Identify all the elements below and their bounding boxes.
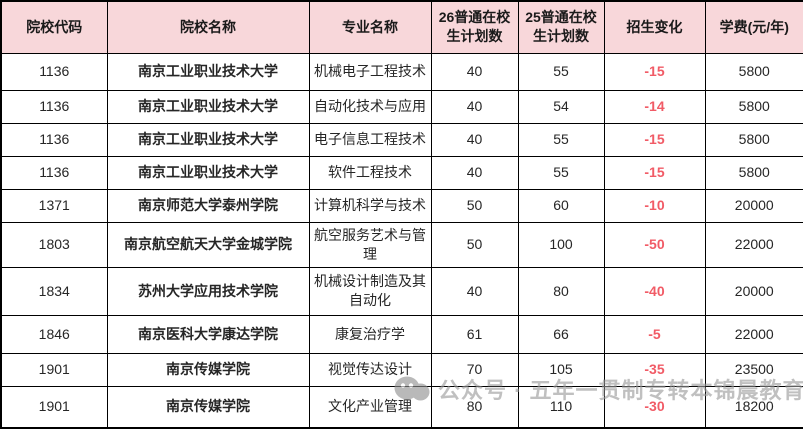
major-name-cell: 康复治疗学 bbox=[308, 314, 432, 354]
major-name-cell: 电子信息工程技术 bbox=[308, 122, 432, 157]
plan-25-cell: 60 bbox=[517, 188, 605, 223]
column-header-2: 专业名称 bbox=[308, 0, 432, 54]
plan-25-cell: 100 bbox=[517, 221, 605, 268]
enrollment-change-cell: -30 bbox=[603, 385, 706, 429]
enrollment-change-cell: -15 bbox=[603, 155, 706, 190]
plan-25-cell: 55 bbox=[517, 52, 605, 91]
enrollment-change-cell: -15 bbox=[603, 122, 706, 157]
column-header-1: 院校名称 bbox=[106, 0, 310, 54]
plan-26-cell: 80 bbox=[430, 385, 519, 429]
enrollment-change-cell: -35 bbox=[603, 352, 706, 387]
college-name-cell: 南京传媒学院 bbox=[106, 352, 310, 387]
college-code-cell: 1901 bbox=[0, 352, 108, 387]
plan-25-cell: 105 bbox=[517, 352, 605, 387]
plan-26-cell: 40 bbox=[430, 122, 519, 157]
college-code-cell: 1136 bbox=[0, 122, 108, 157]
tuition-cell: 5800 bbox=[704, 89, 803, 124]
tuition-cell: 5800 bbox=[704, 52, 803, 91]
college-name-cell: 南京工业职业技术大学 bbox=[106, 155, 310, 190]
enrollment-change-cell: -14 bbox=[603, 89, 706, 124]
plan-26-cell: 40 bbox=[430, 155, 519, 190]
college-name-cell: 南京工业职业技术大学 bbox=[106, 122, 310, 157]
major-name-cell: 机械设计制造及其自动化 bbox=[308, 266, 432, 316]
plan-25-cell: 55 bbox=[517, 155, 605, 190]
tuition-cell: 5800 bbox=[704, 155, 803, 190]
tuition-cell: 20000 bbox=[704, 266, 803, 316]
tuition-cell: 23500 bbox=[704, 352, 803, 387]
college-name-cell: 南京师范大学泰州学院 bbox=[106, 188, 310, 223]
plan-26-cell: 40 bbox=[430, 89, 519, 124]
table-row: 1803 南京航空航天大学金城学院 航空服务艺术与管理 50 100 -50 22000 bbox=[0, 221, 803, 268]
table-row: 1901 南京传媒学院 文化产业管理 80 110 -30 18200 bbox=[0, 385, 803, 429]
major-name-cell: 自动化技术与应用 bbox=[308, 89, 432, 124]
college-code-cell: 1803 bbox=[0, 221, 108, 268]
college-name-cell: 南京航空航天大学金城学院 bbox=[106, 221, 310, 268]
college-name-cell: 南京传媒学院 bbox=[106, 385, 310, 429]
major-name-cell: 软件工程技术 bbox=[308, 155, 432, 190]
college-code-cell: 1136 bbox=[0, 89, 108, 124]
plan-26-cell: 40 bbox=[430, 266, 519, 316]
college-name-cell: 南京工业职业技术大学 bbox=[106, 89, 310, 124]
tuition-cell: 18200 bbox=[704, 385, 803, 429]
college-code-cell: 1846 bbox=[0, 314, 108, 354]
tuition-cell: 5800 bbox=[704, 122, 803, 157]
college-name-cell: 南京工业职业技术大学 bbox=[106, 52, 310, 91]
major-name-cell: 机械电子工程技术 bbox=[308, 52, 432, 91]
plan-26-cell: 61 bbox=[430, 314, 519, 354]
major-name-cell: 航空服务艺术与管理 bbox=[308, 221, 432, 268]
table-row: 1371 南京师范大学泰州学院 计算机科学与技术 50 60 -10 20000 bbox=[0, 188, 803, 223]
column-header-0: 院校代码 bbox=[0, 0, 108, 54]
table-row: 1136 南京工业职业技术大学 电子信息工程技术 40 55 -15 5800 bbox=[0, 122, 803, 157]
enrollment-change-cell: -5 bbox=[603, 314, 706, 354]
major-name-cell: 计算机科学与技术 bbox=[308, 188, 432, 223]
college-code-cell: 1136 bbox=[0, 155, 108, 190]
major-name-cell: 视觉传达设计 bbox=[308, 352, 432, 387]
table-row: 1136 南京工业职业技术大学 自动化技术与应用 40 54 -14 5800 bbox=[0, 89, 803, 124]
enrollment-change-cell: -10 bbox=[603, 188, 706, 223]
enrollment-change-cell: -50 bbox=[603, 221, 706, 268]
college-name-cell: 苏州大学应用技术学院 bbox=[106, 266, 310, 316]
table-row: 1136 南京工业职业技术大学 软件工程技术 40 55 -15 5800 bbox=[0, 155, 803, 190]
plan-25-cell: 54 bbox=[517, 89, 605, 124]
column-header-4: 25普通在校生计划数 bbox=[517, 0, 605, 54]
plan-25-cell: 55 bbox=[517, 122, 605, 157]
plan-25-cell: 80 bbox=[517, 266, 605, 316]
plan-25-cell: 110 bbox=[517, 385, 605, 429]
table-row: 1846 南京医科大学康达学院 康复治疗学 61 66 -5 22000 bbox=[0, 314, 803, 354]
college-code-cell: 1901 bbox=[0, 385, 108, 429]
college-name-cell: 南京医科大学康达学院 bbox=[106, 314, 310, 354]
table-row: 1834 苏州大学应用技术学院 机械设计制造及其自动化 40 80 -40 20000 bbox=[0, 266, 803, 316]
column-header-3: 26普通在校生计划数 bbox=[430, 0, 519, 54]
column-header-5: 招生变化 bbox=[603, 0, 706, 54]
major-name-cell: 文化产业管理 bbox=[308, 385, 432, 429]
plan-26-cell: 40 bbox=[430, 52, 519, 91]
college-code-cell: 1136 bbox=[0, 52, 108, 91]
tuition-cell: 20000 bbox=[704, 188, 803, 223]
plan-26-cell: 50 bbox=[430, 188, 519, 223]
table-body: 1136 南京工业职业技术大学 机械电子工程技术 40 55 -15 5800 1136 南京工… bbox=[0, 52, 803, 429]
column-header-6: 学费(元/年) bbox=[704, 0, 803, 54]
plan-26-cell: 50 bbox=[430, 221, 519, 268]
table-row: 1901 南京传媒学院 视觉传达设计 70 105 -35 23500 bbox=[0, 352, 803, 387]
college-code-cell: 1371 bbox=[0, 188, 108, 223]
tuition-cell: 22000 bbox=[704, 314, 803, 354]
enrollment-change-cell: -15 bbox=[603, 52, 706, 91]
tuition-cell: 22000 bbox=[704, 221, 803, 268]
plan-26-cell: 70 bbox=[430, 352, 519, 387]
enrollment-change-cell: -40 bbox=[603, 266, 706, 316]
table-row: 1136 南京工业职业技术大学 机械电子工程技术 40 55 -15 5800 bbox=[0, 52, 803, 91]
plan-25-cell: 66 bbox=[517, 314, 605, 354]
header-row: 院校代码 院校名称 专业名称 26普通在校生计划数 25普通在校生计划数 招生变化 学费(元… bbox=[0, 0, 803, 54]
college-code-cell: 1834 bbox=[0, 266, 108, 316]
